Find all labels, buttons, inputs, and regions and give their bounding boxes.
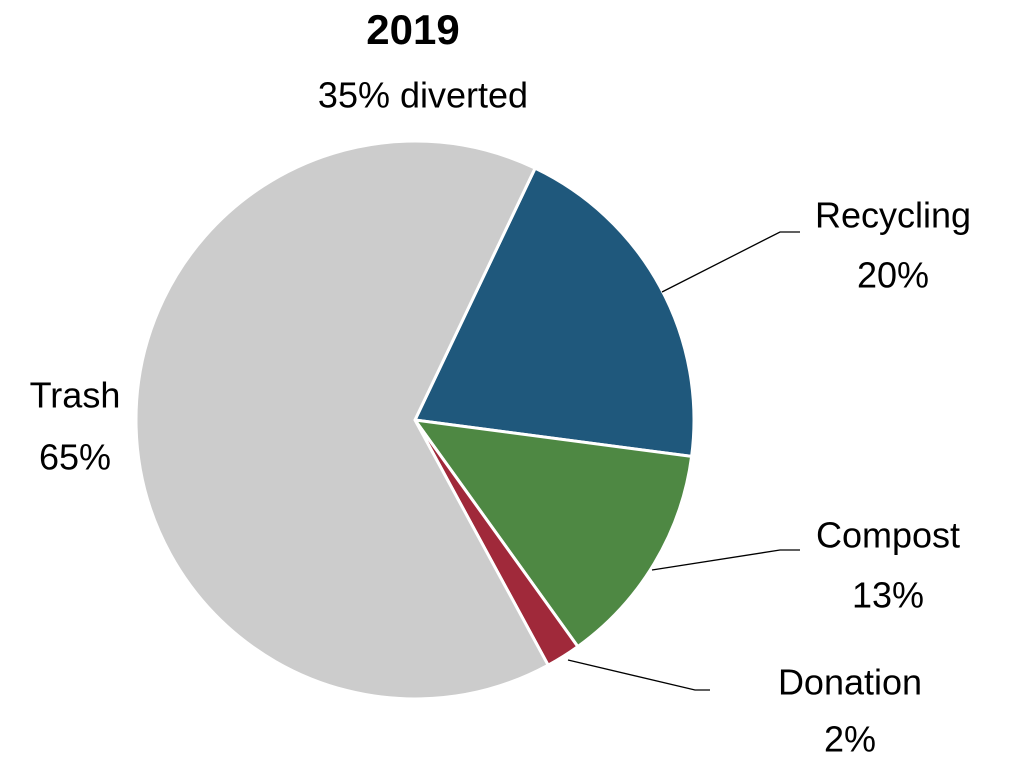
pie-slice	[412, 166, 696, 459]
leader-line	[661, 231, 800, 293]
category-label: Trash	[30, 375, 121, 416]
chart-title: 2019	[366, 6, 459, 53]
leader-line	[567, 659, 710, 691]
value-label: 65%	[39, 437, 111, 478]
value-label: 2%	[824, 719, 876, 760]
pie-slice	[411, 418, 694, 649]
category-label: Donation	[778, 662, 922, 703]
value-label: 20%	[857, 255, 929, 296]
category-label: Compost	[816, 515, 960, 556]
chart-subtitle: 35% diverted	[318, 75, 528, 116]
pie-slice	[134, 139, 551, 701]
pie	[134, 139, 696, 701]
category-label: Recycling	[815, 195, 971, 236]
leader-line	[651, 549, 800, 571]
value-label: 13%	[852, 575, 924, 616]
